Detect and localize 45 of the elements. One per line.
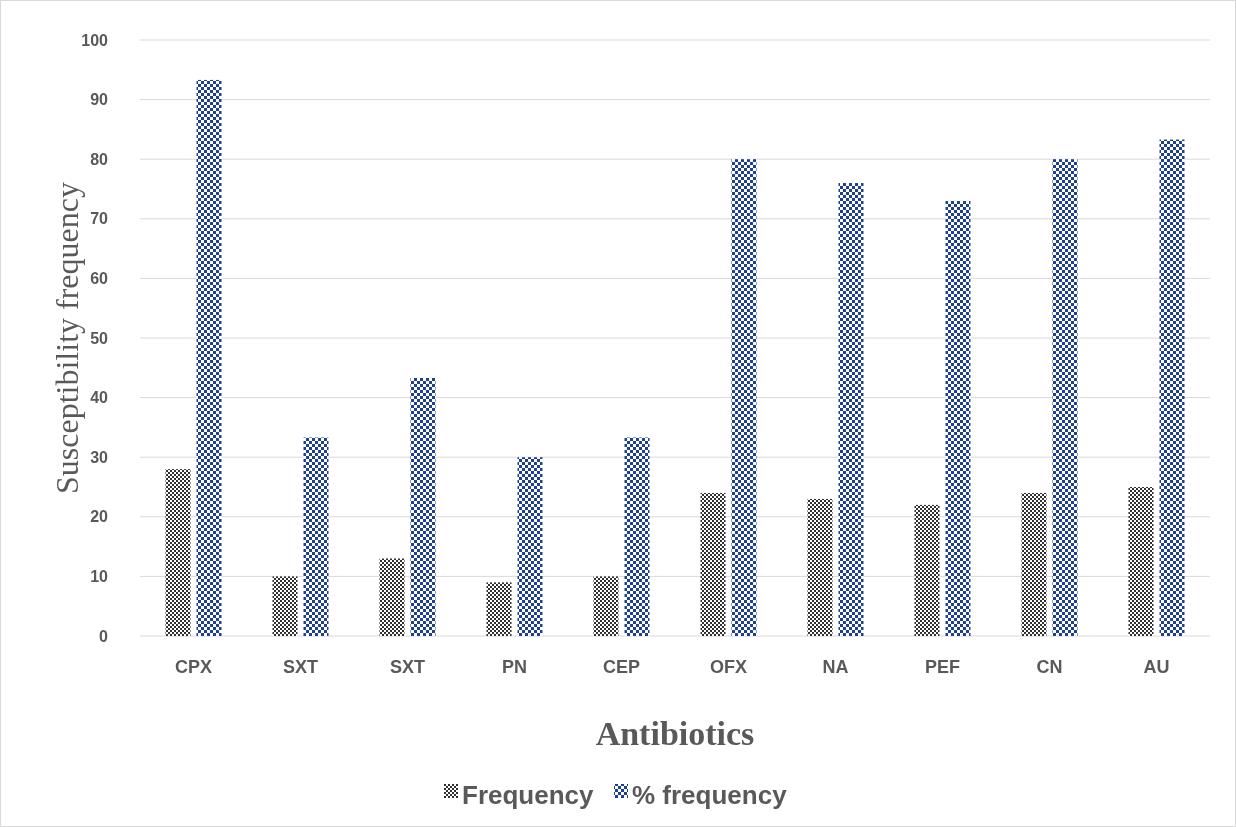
bar xyxy=(945,200,971,636)
x-tick-label: CN xyxy=(1036,657,1063,677)
x-axis-title: Antibiotics xyxy=(595,715,755,752)
bar xyxy=(517,457,543,636)
y-tick-label: 50 xyxy=(90,329,109,347)
y-tick-label: 70 xyxy=(90,210,109,228)
y-tick-label: 40 xyxy=(90,389,109,407)
bar xyxy=(272,576,298,636)
bar xyxy=(807,498,833,636)
legend-label: Frequency xyxy=(462,779,595,810)
y-tick-label: 100 xyxy=(81,31,109,49)
x-tick-label: PEF xyxy=(924,657,961,677)
y-tick-label: 30 xyxy=(90,448,109,466)
y-tick-label: 10 xyxy=(90,568,109,585)
bar xyxy=(1021,492,1047,636)
x-tick-label: AU xyxy=(1143,657,1170,677)
bar xyxy=(838,183,864,636)
y-tick-label: 20 xyxy=(90,508,109,526)
bar xyxy=(486,582,512,636)
bar xyxy=(196,79,222,636)
y-axis-title: Susceptibility frequency xyxy=(49,182,85,494)
x-tick-label: CEP xyxy=(602,657,641,677)
x-tick-label: PN xyxy=(501,657,528,677)
x-tick-label: CPX xyxy=(174,657,213,677)
y-tick-label: 0 xyxy=(99,627,109,645)
x-tick-label: SXT xyxy=(389,657,426,677)
bar xyxy=(731,159,757,636)
bar xyxy=(1052,159,1078,636)
bar xyxy=(593,576,619,636)
x-tick-label: NA xyxy=(822,657,849,677)
y-tick-label: 90 xyxy=(90,91,109,109)
y-tick-label: 80 xyxy=(90,150,109,168)
bar xyxy=(303,437,329,636)
y-tick-label: 60 xyxy=(90,270,109,287)
bar xyxy=(165,469,191,636)
x-tick-label: OFX xyxy=(709,657,748,677)
bar xyxy=(700,492,726,636)
bar xyxy=(624,437,650,636)
x-tick-label: SXT xyxy=(282,657,319,677)
legend-label: % frequency xyxy=(632,779,788,810)
bar xyxy=(410,377,436,636)
bar xyxy=(914,504,940,636)
bar xyxy=(1159,139,1185,636)
bar xyxy=(1128,487,1154,636)
bar xyxy=(379,558,405,636)
